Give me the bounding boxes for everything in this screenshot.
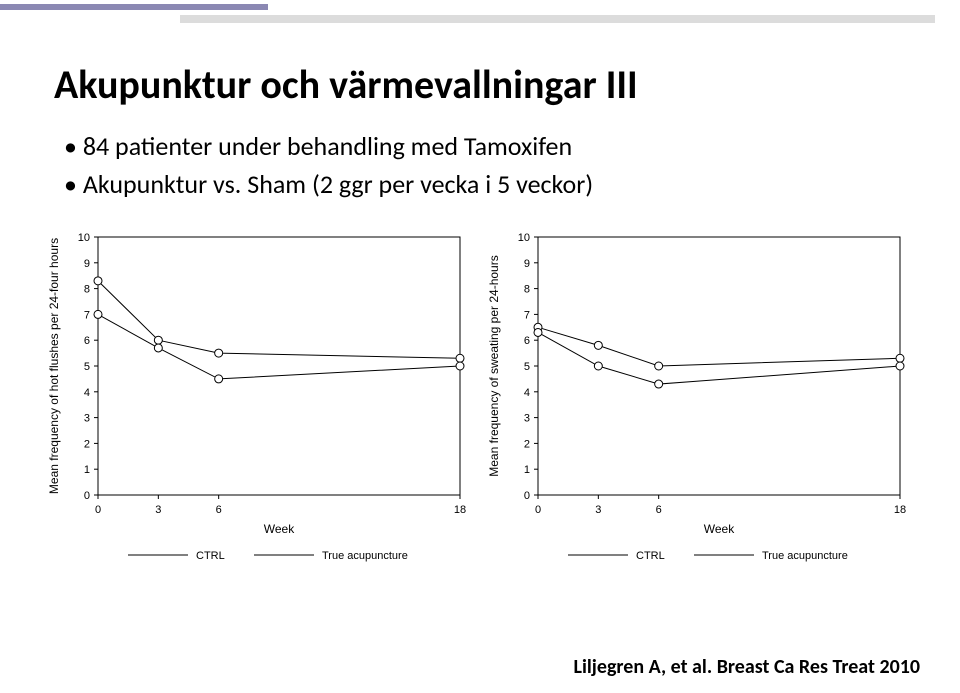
svg-text:3: 3 bbox=[524, 413, 530, 425]
bullet-item: Akupunktur vs. Sham (2 ggr per vecka i 5… bbox=[64, 166, 593, 204]
svg-text:4: 4 bbox=[524, 387, 530, 399]
svg-text:18: 18 bbox=[454, 504, 466, 516]
svg-text:3: 3 bbox=[84, 413, 90, 425]
svg-text:7: 7 bbox=[524, 309, 530, 321]
charts-container: 01234567891003618WeekMean frequency of h… bbox=[40, 225, 920, 585]
svg-text:8: 8 bbox=[524, 284, 530, 296]
svg-text:3: 3 bbox=[155, 504, 161, 516]
svg-text:6: 6 bbox=[216, 504, 222, 516]
bullet-list: 84 patienter under behandling med Tamoxi… bbox=[64, 128, 593, 203]
chart-right: 0 1 2 3 4 5 6 7 8 9 10 0 3 6 18 Week Mean frequency of s… bbox=[480, 225, 920, 585]
svg-text:2: 2 bbox=[524, 438, 530, 450]
svg-text:4: 4 bbox=[84, 387, 90, 399]
svg-text:True acupuncture: True acupuncture bbox=[762, 550, 848, 562]
svg-text:2: 2 bbox=[84, 438, 90, 450]
svg-text:CTRL: CTRL bbox=[636, 550, 665, 562]
svg-text:6: 6 bbox=[84, 335, 90, 347]
svg-text:9: 9 bbox=[524, 258, 530, 270]
svg-text:1: 1 bbox=[84, 464, 90, 476]
header-accent-bar bbox=[0, 4, 268, 10]
svg-text:0: 0 bbox=[95, 504, 101, 516]
svg-text:8: 8 bbox=[84, 284, 90, 296]
chart-left: 0 1 2 3 4 5 6 7 8 9 10 0 3 6 18 Week Mean frequency of h… bbox=[40, 225, 480, 585]
svg-text:Week: Week bbox=[704, 522, 735, 536]
svg-text:5: 5 bbox=[524, 361, 530, 373]
svg-text:Mean frequency of sweating per: Mean frequency of sweating per 24-hours bbox=[487, 255, 501, 476]
svg-text:3: 3 bbox=[595, 504, 601, 516]
svg-text:10: 10 bbox=[78, 232, 90, 244]
bullet-item: 84 patienter under behandling med Tamoxi… bbox=[64, 128, 593, 166]
svg-text:0: 0 bbox=[535, 504, 541, 516]
svg-text:6: 6 bbox=[656, 504, 662, 516]
svg-text:9: 9 bbox=[84, 258, 90, 270]
citation-footer: Liljegren A, et al. Breast Ca Res Treat … bbox=[573, 655, 920, 679]
header-gray-bar bbox=[180, 15, 935, 23]
svg-text:True acupuncture: True acupuncture bbox=[322, 550, 408, 562]
svg-text:18: 18 bbox=[894, 504, 906, 516]
svg-text:1: 1 bbox=[524, 464, 530, 476]
svg-text:Week: Week bbox=[264, 522, 295, 536]
svg-text:0: 0 bbox=[84, 490, 90, 502]
svg-text:10: 10 bbox=[518, 232, 530, 244]
slide-title: Akupunktur och värmevallningar III bbox=[54, 60, 638, 109]
svg-text:Mean frequency of hot flushes: Mean frequency of hot flushes per 24-fou… bbox=[47, 238, 61, 494]
svg-text:7: 7 bbox=[84, 309, 90, 321]
svg-text:6: 6 bbox=[524, 335, 530, 347]
svg-text:5: 5 bbox=[84, 361, 90, 373]
svg-text:0: 0 bbox=[524, 490, 530, 502]
svg-text:CTRL: CTRL bbox=[196, 550, 225, 562]
